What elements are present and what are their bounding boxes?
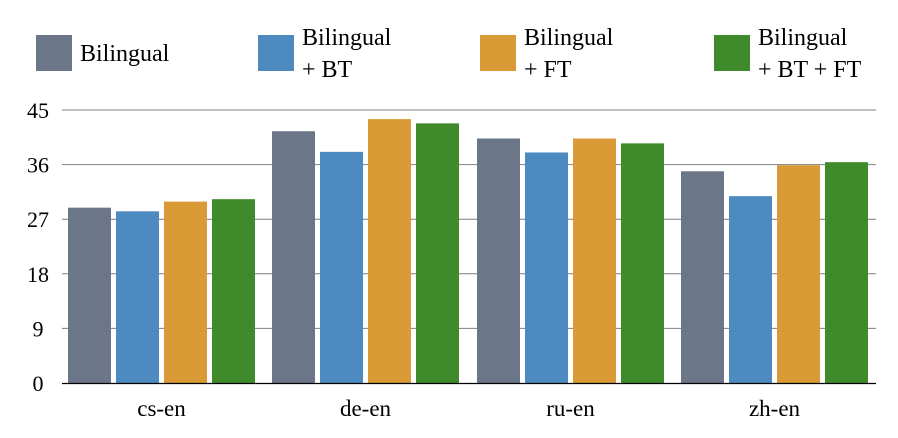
bar-cs-en-series-3 xyxy=(164,201,207,383)
y-tick-label: 36 xyxy=(27,153,49,178)
x-tick-label: de-en xyxy=(340,396,392,421)
x-tick-labels: cs-en de-en ru-en zh-en xyxy=(137,396,800,421)
legend-label: Bilingual xyxy=(80,41,170,67)
legend-item: Bilingual + FT xyxy=(480,25,614,83)
legend-swatch xyxy=(714,35,750,71)
bar-ru-en-series-2 xyxy=(525,152,568,383)
legend-item: Bilingual xyxy=(36,35,170,71)
legend-swatch xyxy=(36,35,72,71)
bar-cs-en-series-4 xyxy=(212,199,255,383)
bar-cs-en-series-1 xyxy=(68,207,111,383)
legend-label: Bilingual xyxy=(758,25,848,51)
bar-ru-en-series-4 xyxy=(621,143,664,383)
legend-item: Bilingual + BT xyxy=(258,25,392,83)
x-tick-label: ru-en xyxy=(546,396,595,421)
y-tick-label: 9 xyxy=(33,316,44,341)
y-tick-labels: 0 9 18 27 36 45 xyxy=(27,98,49,396)
legend-item: Bilingual + BT + FT xyxy=(714,25,862,83)
bar-zh-en-series-4 xyxy=(825,162,868,383)
y-tick-label: 45 xyxy=(27,98,49,123)
bar-de-en-series-1 xyxy=(272,131,315,383)
bar-de-en-series-4 xyxy=(416,123,459,383)
legend-label: + BT + FT xyxy=(758,57,862,83)
bar-de-en-series-3 xyxy=(368,119,411,383)
x-tick-label: cs-en xyxy=(137,396,186,421)
legend-swatch xyxy=(480,35,516,71)
bar-zh-en-series-1 xyxy=(681,171,724,383)
legend-label: + BT xyxy=(302,57,353,83)
bar-de-en-series-2 xyxy=(320,151,363,383)
bar-zh-en-series-3 xyxy=(777,165,820,383)
bars xyxy=(68,119,868,383)
legend-label: + FT xyxy=(524,57,572,83)
legend-label: Bilingual xyxy=(524,25,614,51)
bar-cs-en-series-2 xyxy=(116,211,159,383)
bar-zh-en-series-2 xyxy=(729,196,772,383)
y-tick-label: 27 xyxy=(27,207,49,232)
y-tick-label: 18 xyxy=(27,262,49,287)
bar-ru-en-series-1 xyxy=(477,138,520,383)
legend-label: Bilingual xyxy=(302,25,392,51)
legend-swatch xyxy=(258,35,294,71)
y-tick-label: 0 xyxy=(33,371,44,396)
bar-ru-en-series-3 xyxy=(573,138,616,383)
x-tick-label: zh-en xyxy=(749,396,801,421)
